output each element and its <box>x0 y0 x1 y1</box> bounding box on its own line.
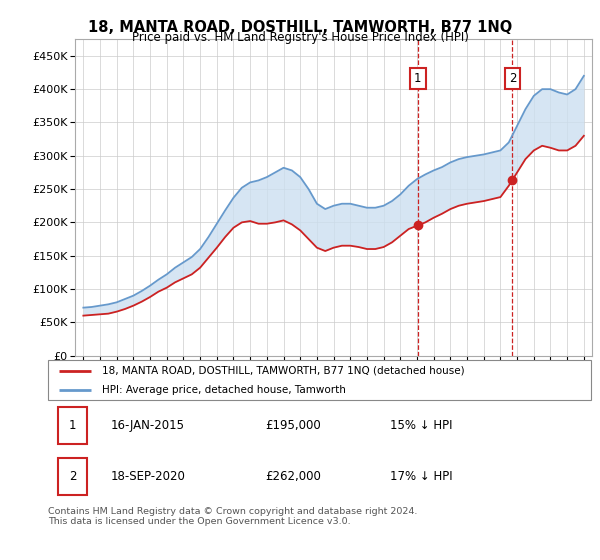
Text: 15% ↓ HPI: 15% ↓ HPI <box>390 419 452 432</box>
Text: 18-SEP-2020: 18-SEP-2020 <box>110 470 185 483</box>
Text: £262,000: £262,000 <box>265 470 321 483</box>
FancyBboxPatch shape <box>48 360 591 400</box>
Text: 1: 1 <box>414 72 421 85</box>
Text: 17% ↓ HPI: 17% ↓ HPI <box>390 470 453 483</box>
Text: £195,000: £195,000 <box>265 419 321 432</box>
Text: HPI: Average price, detached house, Tamworth: HPI: Average price, detached house, Tamw… <box>103 385 346 394</box>
FancyBboxPatch shape <box>58 407 88 445</box>
Text: Price paid vs. HM Land Registry's House Price Index (HPI): Price paid vs. HM Land Registry's House … <box>131 31 469 44</box>
Text: 18, MANTA ROAD, DOSTHILL, TAMWORTH, B77 1NQ: 18, MANTA ROAD, DOSTHILL, TAMWORTH, B77 … <box>88 20 512 35</box>
Text: 2: 2 <box>68 470 76 483</box>
Text: 2: 2 <box>509 72 516 85</box>
Text: 16-JAN-2015: 16-JAN-2015 <box>110 419 184 432</box>
Text: 1: 1 <box>68 419 76 432</box>
Text: 18, MANTA ROAD, DOSTHILL, TAMWORTH, B77 1NQ (detached house): 18, MANTA ROAD, DOSTHILL, TAMWORTH, B77 … <box>103 366 465 376</box>
Text: Contains HM Land Registry data © Crown copyright and database right 2024.
This d: Contains HM Land Registry data © Crown c… <box>48 507 418 526</box>
FancyBboxPatch shape <box>58 458 88 496</box>
